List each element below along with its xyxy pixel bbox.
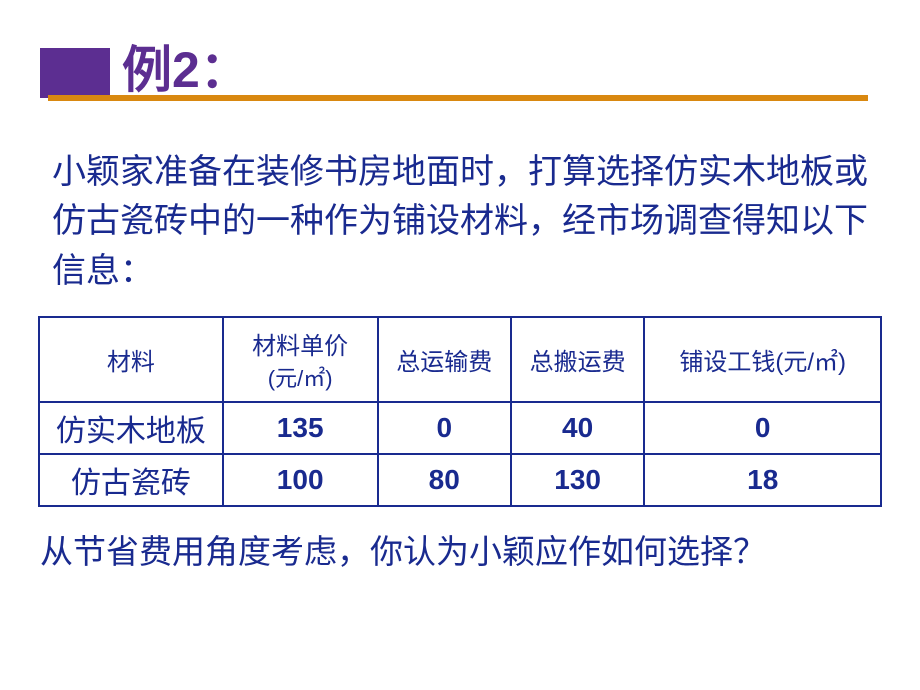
price-table: 材料 材料单价 (元/㎡) 总运输费 总搬运费 铺设工钱(元/㎡) 仿实木地板 …	[38, 316, 882, 507]
table-header-row: 材料 材料单价 (元/㎡) 总运输费 总搬运费 铺设工钱(元/㎡)	[39, 317, 881, 402]
row0-moving: 40	[511, 402, 645, 454]
table-row: 仿古瓷砖 100 80 130 18	[39, 454, 881, 506]
question-paragraph: 从节省费用角度考虑，你认为小颖应作如何选择？	[0, 515, 920, 573]
table-row: 仿实木地板 135 0 40 0	[39, 402, 881, 454]
title-area: 例2：	[0, 0, 920, 128]
header-unit-price: 材料单价 (元/㎡)	[223, 317, 378, 402]
header-moving: 总搬运费	[511, 317, 645, 402]
header-material: 材料	[39, 317, 223, 402]
example-title: 例2：	[50, 18, 920, 102]
row0-labor: 0	[644, 402, 881, 454]
row0-shipping: 0	[378, 402, 511, 454]
row1-name: 仿古瓷砖	[39, 454, 223, 506]
row1-unit-price: 100	[223, 454, 378, 506]
row0-name: 仿实木地板	[39, 402, 223, 454]
header-unit-price-l1: 材料单价	[252, 333, 348, 360]
row1-moving: 130	[511, 454, 645, 506]
header-unit-price-l2: (元/㎡)	[268, 366, 333, 391]
row1-shipping: 80	[378, 454, 511, 506]
row0-unit-price: 135	[223, 402, 378, 454]
header-shipping: 总运输费	[378, 317, 511, 402]
intro-paragraph: 小颖家准备在装修书房地面时，打算选择仿实木地板或仿古瓷砖中的一种作为铺设材料，经…	[0, 128, 920, 306]
row1-labor: 18	[644, 454, 881, 506]
header-labor: 铺设工钱(元/㎡)	[644, 317, 881, 402]
